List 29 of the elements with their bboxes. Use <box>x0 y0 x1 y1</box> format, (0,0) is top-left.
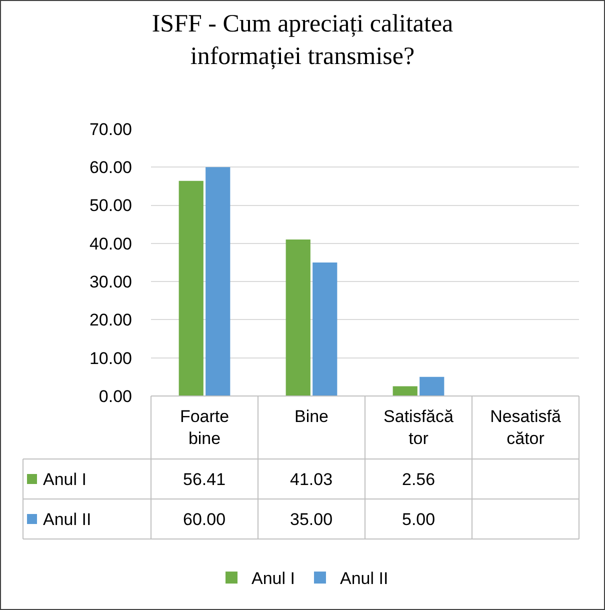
data-label: 2.56 <box>402 470 436 489</box>
y-tick-label: 10.00 <box>89 348 132 368</box>
text: Anul I <box>252 569 295 588</box>
y-tick-label: 50.00 <box>89 196 132 216</box>
y-tick-label: 70.00 <box>89 120 132 139</box>
bar <box>178 180 204 396</box>
y-tick-label: 30.00 <box>89 272 132 292</box>
bar <box>312 262 338 396</box>
x-tick-label: Nesatisfăcător <box>490 407 562 448</box>
x-tick-label: Foarte bine <box>180 407 230 448</box>
data-label: 41.03 <box>290 470 333 489</box>
y-tick-label: 20.00 <box>89 310 132 330</box>
data-label: 60.00 <box>183 510 226 529</box>
y-tick-label: 60.00 <box>89 158 132 178</box>
legend-label: Anul I <box>43 470 86 489</box>
bar <box>206 167 230 396</box>
bar <box>392 386 418 396</box>
bar <box>286 240 310 396</box>
data-label: 5.00 <box>402 510 436 529</box>
y-tick-label: 40.00 <box>89 234 132 254</box>
text: Anul II <box>340 569 388 588</box>
data-label: 56.41 <box>183 470 226 489</box>
chart-title: ISFF - Cum apreciați calitatea informației transmise? <box>152 10 454 70</box>
y-tick-label: 0.00 <box>98 386 132 406</box>
bar <box>420 376 444 396</box>
x-tick-label: Bine <box>294 407 329 426</box>
data-label: 35.00 <box>290 510 333 529</box>
legend-label: Anul II <box>43 510 92 529</box>
x-tick-label: Satisfăcător <box>384 407 454 448</box>
